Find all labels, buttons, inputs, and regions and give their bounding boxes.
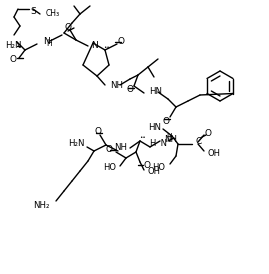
Text: N: N (43, 36, 50, 45)
Text: O: O (94, 127, 101, 136)
Text: HN: HN (149, 87, 162, 96)
Text: O: O (118, 36, 125, 45)
Text: ••: •• (104, 45, 110, 50)
Text: C: C (196, 138, 202, 147)
Text: O: O (126, 85, 133, 95)
Text: H₂N: H₂N (5, 41, 22, 50)
Text: OH: OH (148, 167, 161, 176)
Text: NH: NH (110, 81, 123, 90)
Text: CH₃: CH₃ (46, 10, 60, 19)
Text: NH₂: NH₂ (34, 201, 50, 210)
Text: N: N (91, 41, 98, 50)
Text: H₂N: H₂N (69, 138, 85, 147)
Text: ••: •• (140, 135, 146, 139)
Text: HN: HN (148, 122, 161, 132)
Text: NH: NH (114, 144, 127, 153)
Text: HO: HO (152, 162, 165, 172)
Text: O: O (204, 129, 211, 138)
Text: NH: NH (164, 135, 177, 144)
Text: O: O (9, 56, 16, 64)
Text: H N: H N (150, 138, 167, 147)
Text: O: O (65, 22, 72, 32)
Text: HO: HO (103, 164, 116, 173)
Text: O: O (143, 161, 150, 170)
Text: H: H (46, 39, 52, 48)
Text: H: H (166, 133, 172, 142)
Text: O: O (105, 145, 112, 155)
Text: OH: OH (208, 149, 221, 158)
Text: O: O (162, 116, 169, 125)
Text: S: S (30, 7, 36, 16)
